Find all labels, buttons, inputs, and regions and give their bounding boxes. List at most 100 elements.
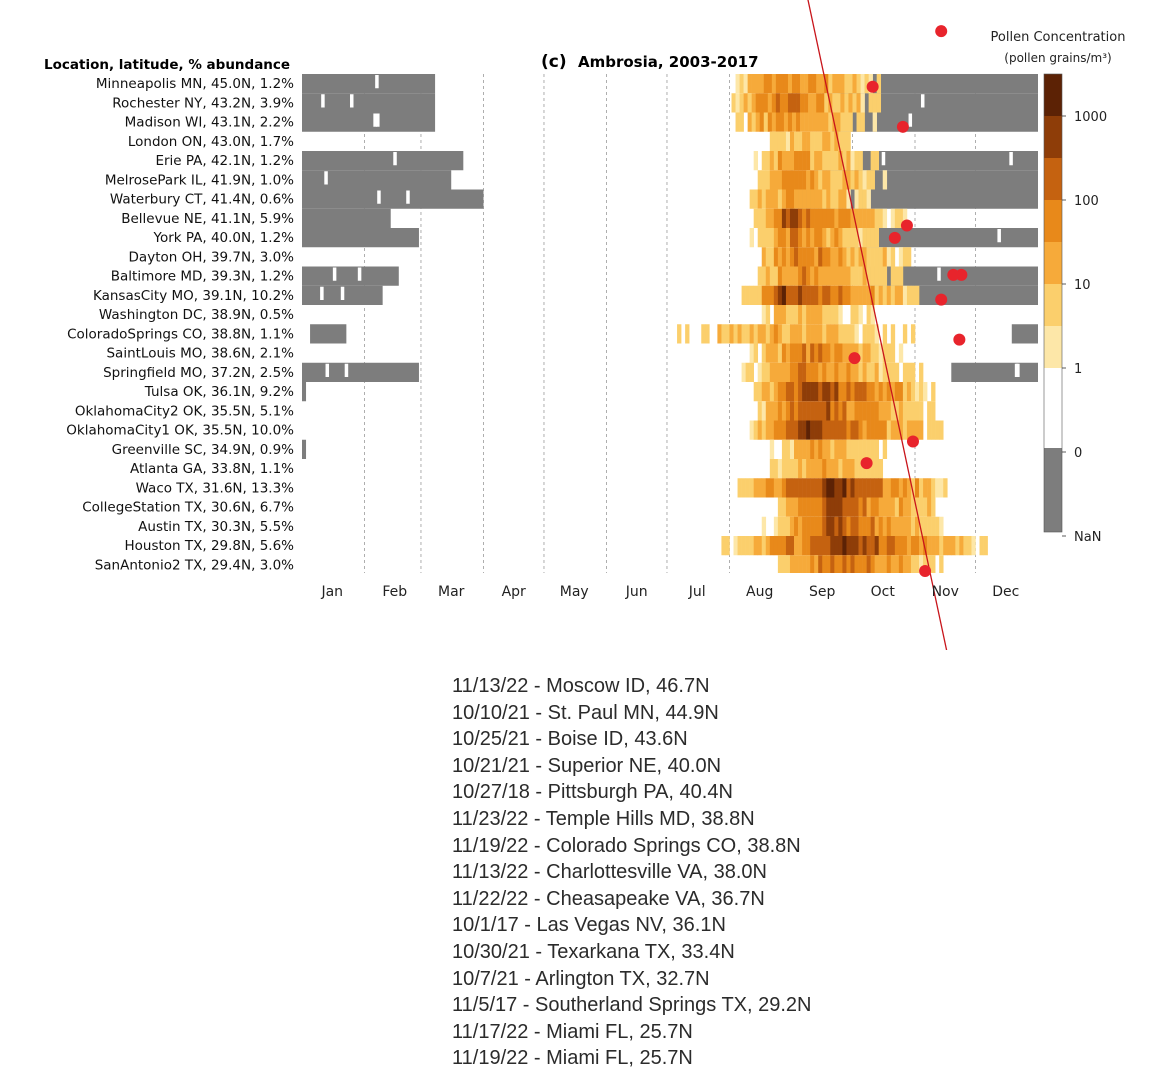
pollen-cell [874,324,880,344]
pollen-cell [818,555,823,573]
pollen-cell [902,362,908,382]
pollen-cell [822,536,827,556]
month-label-oct: Oct [871,584,896,600]
pollen-cell [931,420,936,440]
pollen-cell [777,189,783,209]
pollen-cell [826,439,831,459]
sighting-entry: 11/17/22 - Miami FL, 25.7N [452,1020,693,1043]
pollen-cell [898,555,904,573]
nan-gap [325,363,330,377]
sighting-entry: 11/5/17 - Southerland Springs TX, 29.2N [452,994,812,1017]
pollen-cell [854,478,859,498]
pollen-cell [906,382,912,402]
pollen-cell [874,343,880,363]
pollen-cell [814,401,819,421]
pollen-cell [910,420,916,440]
pollen-cell [886,555,892,573]
pollen-cell [773,131,779,151]
pollen-cell [840,112,845,132]
row-label: Atlanta GA, 33.8N, 1.1% [130,461,294,477]
pollen-cell [810,343,815,363]
pollen-cell [757,362,763,382]
nan-cell [302,228,419,248]
pollen-cell [846,343,851,363]
pollen-cell [854,228,859,248]
pollen-cell [802,285,807,305]
pollen-cell [802,439,807,459]
pollen-cell [842,170,847,190]
pollen-cell [781,497,787,517]
pollen-cell [902,285,908,305]
pollen-cell [789,555,795,573]
pollen-cell [765,382,771,402]
sighting-point [860,457,873,470]
pollen-cell [806,536,811,556]
pollen-cell [777,305,783,325]
pollen-cell [741,324,746,344]
row-label: Greenville SC, 34.9N, 0.9% [112,442,295,458]
pollen-cell [802,228,807,248]
pollen-cell [862,536,867,556]
pollen-cell [798,382,803,402]
pollen-cell [796,74,801,94]
pollen-cell [902,497,908,517]
pollen-cell [773,516,779,536]
pollen-cell [906,285,912,305]
pollen-cell [814,343,819,363]
pollen-cell [878,343,884,363]
pollen-cell [781,362,787,382]
pollen-cell [842,420,847,440]
pollen-cell [779,74,785,94]
pollen-cell [931,497,936,517]
pollen-cell [769,536,775,556]
pollen-cell [870,459,875,479]
pollen-cell [866,247,871,267]
pollen-cell [785,401,791,421]
pollen-cell [787,112,793,132]
pollen-cell [834,189,839,209]
pollen-cell [781,382,787,402]
pollen-cell [765,208,771,228]
row-header: Location, latitude, % abundance [44,57,290,73]
pollen-cell [894,266,900,286]
pollen-cell [717,324,722,344]
pollen-cell [874,401,880,421]
pollen-cell [749,362,754,382]
pollen-cell [802,170,807,190]
row-label: Waterbury CT, 41.4N, 0.6% [110,192,294,208]
pollen-cell [777,459,783,479]
pollen-cell [802,189,807,209]
sighting-entry: 11/22/22 - Cheasapeake VA, 36.7N [452,887,765,910]
pollen-cell [874,382,880,402]
pollen-cell [906,497,912,517]
pollen-cell [818,401,823,421]
pollen-cell [886,478,892,498]
pollen-cell [773,208,779,228]
pollen-cell [874,208,880,228]
pollen-cell [810,536,815,556]
pollen-cell [870,247,875,267]
pollen-cell [894,536,900,556]
pollen-cell [858,343,863,363]
pollen-cell [761,420,767,440]
pollen-cell [814,170,819,190]
pollen-cell [765,305,771,325]
pollen-cell [898,266,904,286]
row-label: Dayton OH, 39.7N, 3.0% [129,249,295,265]
nan-gap [393,152,397,166]
pollen-cell [814,228,819,248]
pollen-cell [943,478,948,498]
pollen-cell [777,266,783,286]
month-label-aug: Aug [746,584,773,600]
month-label-dec: Dec [992,584,1019,600]
colorbar-segment [1044,158,1062,200]
pollen-cell [810,439,815,459]
pollen-cell [753,478,759,498]
sighting-entry: 11/13/22 - Charlottesville VA, 38.0N [452,861,767,884]
pollen-cell [870,170,875,190]
nan-cell [302,189,484,209]
pollen-cell [834,266,839,286]
pollen-cell [822,189,827,209]
pollen-cell [761,516,767,536]
pollen-cell [838,459,843,479]
